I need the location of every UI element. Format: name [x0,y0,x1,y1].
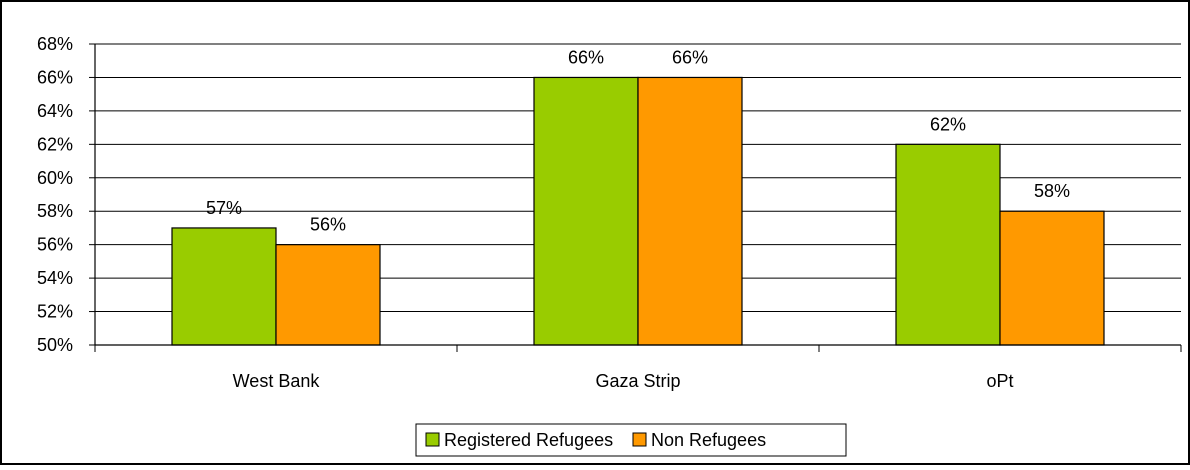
bar-registered-refugees-opt [895,143,1001,346]
legend-swatch [632,432,647,447]
bars [171,76,1105,346]
y-tick-label: 50% [37,335,73,355]
x-tick-label: West Bank [233,371,321,391]
x-tick-label: Gaza Strip [595,371,680,391]
bar-registered-refugees-gaza-strip [533,76,639,346]
data-labels: 57% 56% 66% 66% 62% 58% [206,47,1070,234]
y-tick-label: 58% [37,201,73,221]
y-tick-label: 68% [37,34,73,54]
data-label: 66% [672,47,708,67]
legend: Registered Refugees Non Refugees [415,423,847,457]
y-tick-label: 64% [37,101,73,121]
y-tick-label: 66% [37,67,73,87]
legend-swatch [425,432,440,447]
data-label: 62% [930,114,966,134]
axes: 50% 52% 54% 56% 58% 60% 62% 64% 66% 68% West Bank G… [37,34,1182,391]
bar-non-refugees-opt [999,210,1105,346]
y-tick-label: 56% [37,235,73,255]
data-label: 66% [568,47,604,67]
y-tick-label: 54% [37,268,73,288]
bar-non-refugees-west-bank [275,244,381,346]
y-tick-label: 52% [37,302,73,322]
data-label: 58% [1034,181,1070,201]
y-tick-label: 60% [37,168,73,188]
bar-registered-refugees-west-bank [171,227,277,346]
data-label: 56% [310,215,346,235]
legend-label: Registered Refugees [444,430,613,450]
x-tick-label: oPt [986,371,1013,391]
y-tick-label: 62% [37,134,73,154]
legend-box [415,423,847,457]
bar-non-refugees-gaza-strip [637,76,743,346]
data-label: 57% [206,198,242,218]
legend-label: Non Refugees [651,430,766,450]
